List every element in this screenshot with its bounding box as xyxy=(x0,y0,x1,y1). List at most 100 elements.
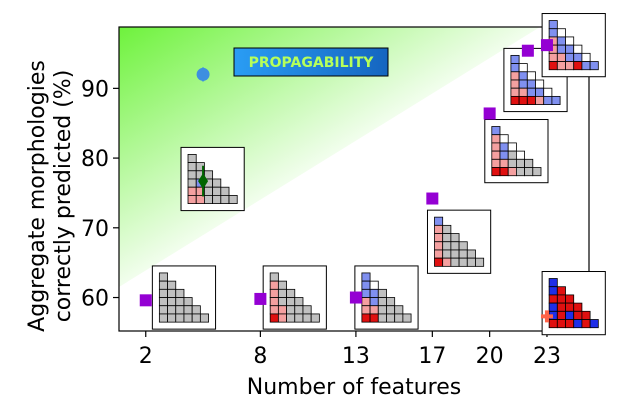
data-point-square xyxy=(139,294,152,307)
inset-cell xyxy=(277,288,287,298)
inset-cell xyxy=(369,305,379,315)
inset-cell xyxy=(191,313,201,323)
inset-cell xyxy=(518,63,528,73)
inset-cell xyxy=(491,134,501,144)
inset-cell xyxy=(434,249,444,259)
inset-cell xyxy=(475,257,485,267)
inset-cell xyxy=(491,126,501,136)
inset-cell xyxy=(269,280,279,290)
inset-cell xyxy=(518,95,528,105)
inset-cell xyxy=(507,167,517,177)
inset-cell xyxy=(548,52,558,62)
inset-cell xyxy=(515,150,525,160)
inset-cell xyxy=(377,288,387,298)
y-tick-label-60: 60 xyxy=(81,287,109,312)
inset-cell xyxy=(369,297,379,307)
inset-cell xyxy=(434,224,444,234)
inset-cell xyxy=(369,280,379,290)
inset-matrix-20 xyxy=(484,119,549,184)
inset-cell xyxy=(377,297,387,307)
inset-cell xyxy=(543,95,553,105)
data-point-diamond xyxy=(198,173,209,190)
y-tick-label-70: 70 xyxy=(81,217,109,242)
inset-cell xyxy=(450,249,460,259)
inset-cell xyxy=(402,313,412,323)
inset-cell xyxy=(204,194,214,204)
inset-cell xyxy=(361,297,371,307)
inset-cell xyxy=(212,186,222,196)
x-tick-label-13: 13 xyxy=(342,344,370,369)
inset-cell xyxy=(565,36,575,46)
y-axis-title-line-2: correctly predicted (%) xyxy=(51,70,76,323)
inset-cell xyxy=(191,305,201,315)
inset-matrix-8 xyxy=(262,265,327,330)
inset-cell xyxy=(450,257,460,267)
inset-cell xyxy=(187,153,197,163)
inset-cell xyxy=(507,150,517,160)
inset-cell xyxy=(524,167,534,177)
inset-cell xyxy=(158,313,168,323)
inset-cell xyxy=(434,216,444,226)
inset-cell xyxy=(386,313,396,323)
inset-cell xyxy=(361,288,371,298)
inset-cell xyxy=(556,36,566,46)
inset-cell xyxy=(228,194,238,204)
inset-cell xyxy=(442,241,452,251)
inset-cell xyxy=(361,305,371,315)
inset-cell xyxy=(535,87,545,97)
inset-cell xyxy=(491,158,501,168)
inset-cell xyxy=(158,272,168,282)
inset-cell xyxy=(269,297,279,307)
inset-cell xyxy=(535,79,545,89)
inset-cell xyxy=(212,194,222,204)
inset-cell xyxy=(565,319,575,329)
inset-cell xyxy=(515,167,525,177)
inset-cell xyxy=(277,305,287,315)
inset-cell xyxy=(167,305,177,315)
inset-cell xyxy=(212,178,222,188)
inset-cell xyxy=(507,158,517,168)
inset-cell xyxy=(548,302,558,312)
x-tick-label-17: 17 xyxy=(418,344,446,369)
inset-cell xyxy=(518,71,528,81)
data-point-circle xyxy=(196,67,210,81)
inset-cell xyxy=(442,233,452,243)
inset-cell xyxy=(220,186,230,196)
inset-cell xyxy=(386,305,396,315)
inset-cell xyxy=(499,167,509,177)
y-tick-label-90: 90 xyxy=(81,77,109,102)
inset-cell xyxy=(442,257,452,267)
inset-cell xyxy=(175,305,185,315)
inset-cell xyxy=(526,71,536,81)
inset-cell xyxy=(556,294,566,304)
x-tick-label-20: 20 xyxy=(476,344,504,369)
inset-cell xyxy=(175,288,185,298)
data-point-plus xyxy=(540,310,553,323)
inset-cell xyxy=(515,158,525,168)
inset-cell xyxy=(491,150,501,160)
inset-cell xyxy=(361,313,371,323)
inset-cell xyxy=(548,294,558,304)
inset-cell xyxy=(286,305,296,315)
inset-matrix-17 xyxy=(426,209,492,274)
inset-cell xyxy=(361,280,371,290)
inset-cell xyxy=(167,313,177,323)
x-axis-title: Number of features xyxy=(247,375,461,400)
inset-cell xyxy=(581,61,591,71)
inset-cell xyxy=(377,313,387,323)
data-point-square xyxy=(254,292,267,305)
inset-cell xyxy=(183,305,193,315)
inset-cell xyxy=(450,241,460,251)
inset-cell xyxy=(556,52,566,62)
inset-cell xyxy=(269,313,279,323)
inset-cell xyxy=(499,134,509,144)
inset-cell xyxy=(548,286,558,296)
inset-cell xyxy=(556,44,566,54)
inset-cell xyxy=(535,95,545,105)
inset-cell xyxy=(361,272,371,282)
inset-cell xyxy=(507,142,517,152)
inset-cell xyxy=(204,186,214,196)
inset-cell xyxy=(158,288,168,298)
data-point-square xyxy=(540,39,553,52)
inset-cell xyxy=(175,313,185,323)
